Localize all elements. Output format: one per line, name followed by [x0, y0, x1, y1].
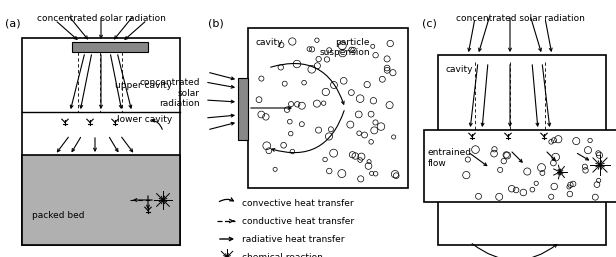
Text: cavity: cavity: [255, 38, 283, 47]
Text: concentrated
solar
radiation: concentrated solar radiation: [139, 78, 200, 108]
Bar: [22, 38, 180, 245]
Text: radiative heat transfer: radiative heat transfer: [242, 234, 344, 243]
Text: (a): (a): [5, 18, 20, 28]
Text: particle
suspension: particle suspension: [319, 38, 370, 57]
Text: chemical reaction: chemical reaction: [242, 252, 323, 257]
Bar: [248, 28, 408, 188]
Bar: [424, 130, 616, 202]
Bar: [238, 78, 248, 140]
Text: upper cavity: upper cavity: [115, 80, 172, 89]
Text: concentrated solar radiation: concentrated solar radiation: [36, 14, 166, 23]
Bar: [22, 155, 180, 245]
Text: cavity: cavity: [445, 65, 472, 74]
Bar: [438, 55, 606, 245]
Text: concentrated solar radiation: concentrated solar radiation: [456, 14, 585, 23]
Text: convective heat transfer: convective heat transfer: [242, 198, 354, 207]
Text: entrained
flow: entrained flow: [428, 148, 472, 168]
Bar: [72, 42, 148, 52]
Text: packed bed: packed bed: [32, 210, 84, 219]
Text: conductive heat transfer: conductive heat transfer: [242, 216, 354, 225]
Text: lower cavity: lower cavity: [117, 115, 172, 124]
Text: (b): (b): [208, 18, 224, 28]
Text: (c): (c): [422, 18, 437, 28]
